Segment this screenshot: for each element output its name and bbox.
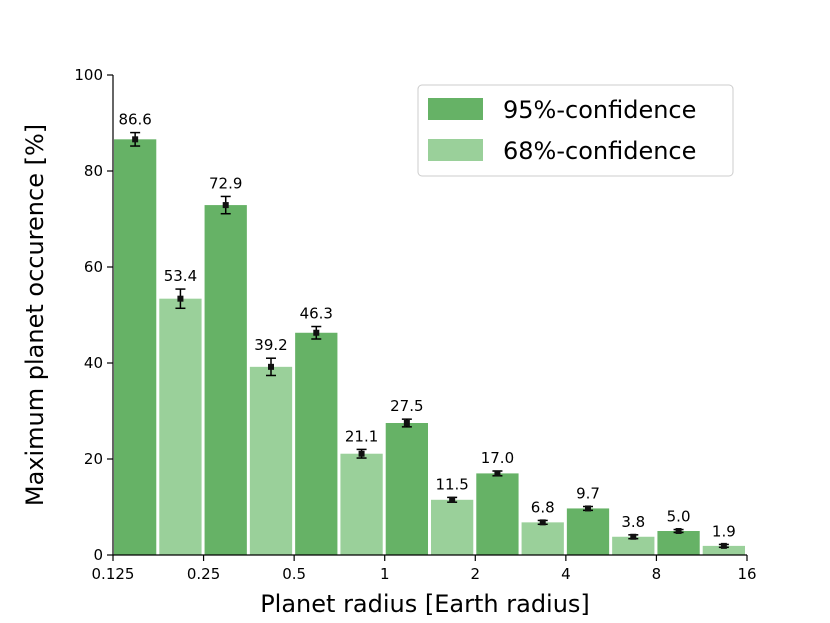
bar-95 — [385, 423, 428, 555]
data-label: 9.7 — [576, 485, 600, 503]
x-ticks-group: 0.125 0.25 0.5 1 2 4 8 16 — [92, 555, 757, 583]
x-tick-label: 8 — [652, 565, 662, 583]
y-tick-label: 100 — [74, 66, 103, 84]
data-label: 46.3 — [300, 305, 333, 323]
data-point-marker — [268, 363, 274, 370]
x-tick-label: 16 — [737, 565, 756, 583]
legend-label-95: 95%-confidence — [503, 96, 696, 124]
data-label: 53.4 — [164, 267, 197, 285]
x-tick-label: 0.5 — [282, 565, 306, 583]
y-tick-label: 80 — [84, 162, 103, 180]
y-tick-label: 20 — [84, 450, 103, 468]
data-label: 21.1 — [345, 427, 378, 445]
y-tick-label: 40 — [84, 354, 103, 372]
y-ticks-group: 0 20 40 60 80 100 — [74, 66, 113, 564]
bar-95 — [566, 508, 610, 555]
bar-95 — [204, 205, 247, 555]
data-label: 1.9 — [712, 522, 736, 540]
x-axis-title: Planet radius [Earth radius] — [260, 590, 590, 618]
y-axis-title: Maximum planet occurence [%] — [21, 124, 49, 506]
bars-group — [114, 139, 745, 555]
x-tick-label: 4 — [561, 565, 571, 583]
bar-68 — [612, 536, 655, 555]
x-tick-label: 0.125 — [92, 565, 135, 583]
data-label: 3.8 — [621, 513, 645, 531]
data-point-marker — [313, 329, 320, 336]
data-point-marker — [585, 505, 591, 512]
legend-box — [417, 84, 734, 177]
bar-95 — [114, 139, 157, 555]
data-point-marker — [222, 202, 229, 209]
data-label: 86.6 — [118, 111, 151, 129]
data-point-marker — [630, 533, 637, 540]
data-label: 72.9 — [209, 174, 242, 192]
y-tick-label: 0 — [93, 546, 103, 564]
x-tick-label: 0.25 — [187, 565, 220, 583]
bar-68 — [340, 453, 383, 555]
data-label: 39.2 — [254, 336, 287, 354]
data-point-marker — [494, 470, 501, 477]
bar-95 — [295, 332, 338, 555]
data-label: 5.0 — [667, 508, 691, 526]
data-label: 6.8 — [531, 498, 555, 516]
data-point-marker — [539, 519, 546, 526]
legend-swatch-68 — [428, 139, 483, 161]
y-tick-label: 60 — [84, 258, 103, 276]
legend: 95%-confidence 68%-confidence — [417, 84, 734, 177]
bar-95 — [657, 531, 700, 555]
bar-68 — [159, 298, 202, 555]
x-tick-label: 1 — [380, 565, 390, 583]
legend-label-68: 68%-confidence — [503, 137, 696, 165]
bar-68 — [249, 366, 293, 555]
data-point-marker — [177, 295, 184, 302]
error-bars-group — [130, 131, 729, 549]
data-label: 27.5 — [390, 397, 423, 415]
data-point-marker — [403, 420, 410, 426]
bar-68 — [702, 545, 745, 555]
bar-95 — [476, 473, 519, 555]
data-label: 17.0 — [481, 449, 514, 467]
data-point-marker — [675, 528, 682, 534]
data-label: 11.5 — [435, 475, 468, 493]
bar-68 — [521, 522, 564, 555]
x-tick-label: 2 — [471, 565, 481, 583]
data-point-marker — [358, 450, 365, 457]
legend-swatch-95 — [428, 98, 483, 120]
data-point-marker — [132, 136, 139, 143]
data-labels-group: 86.6 53.4 72.9 39.2 46.3 21.1 27.5 11.5 17.0 6.8 9… — [118, 111, 735, 541]
data-point-marker — [720, 542, 727, 549]
data-point-marker — [449, 496, 456, 503]
bar-68 — [431, 499, 474, 555]
